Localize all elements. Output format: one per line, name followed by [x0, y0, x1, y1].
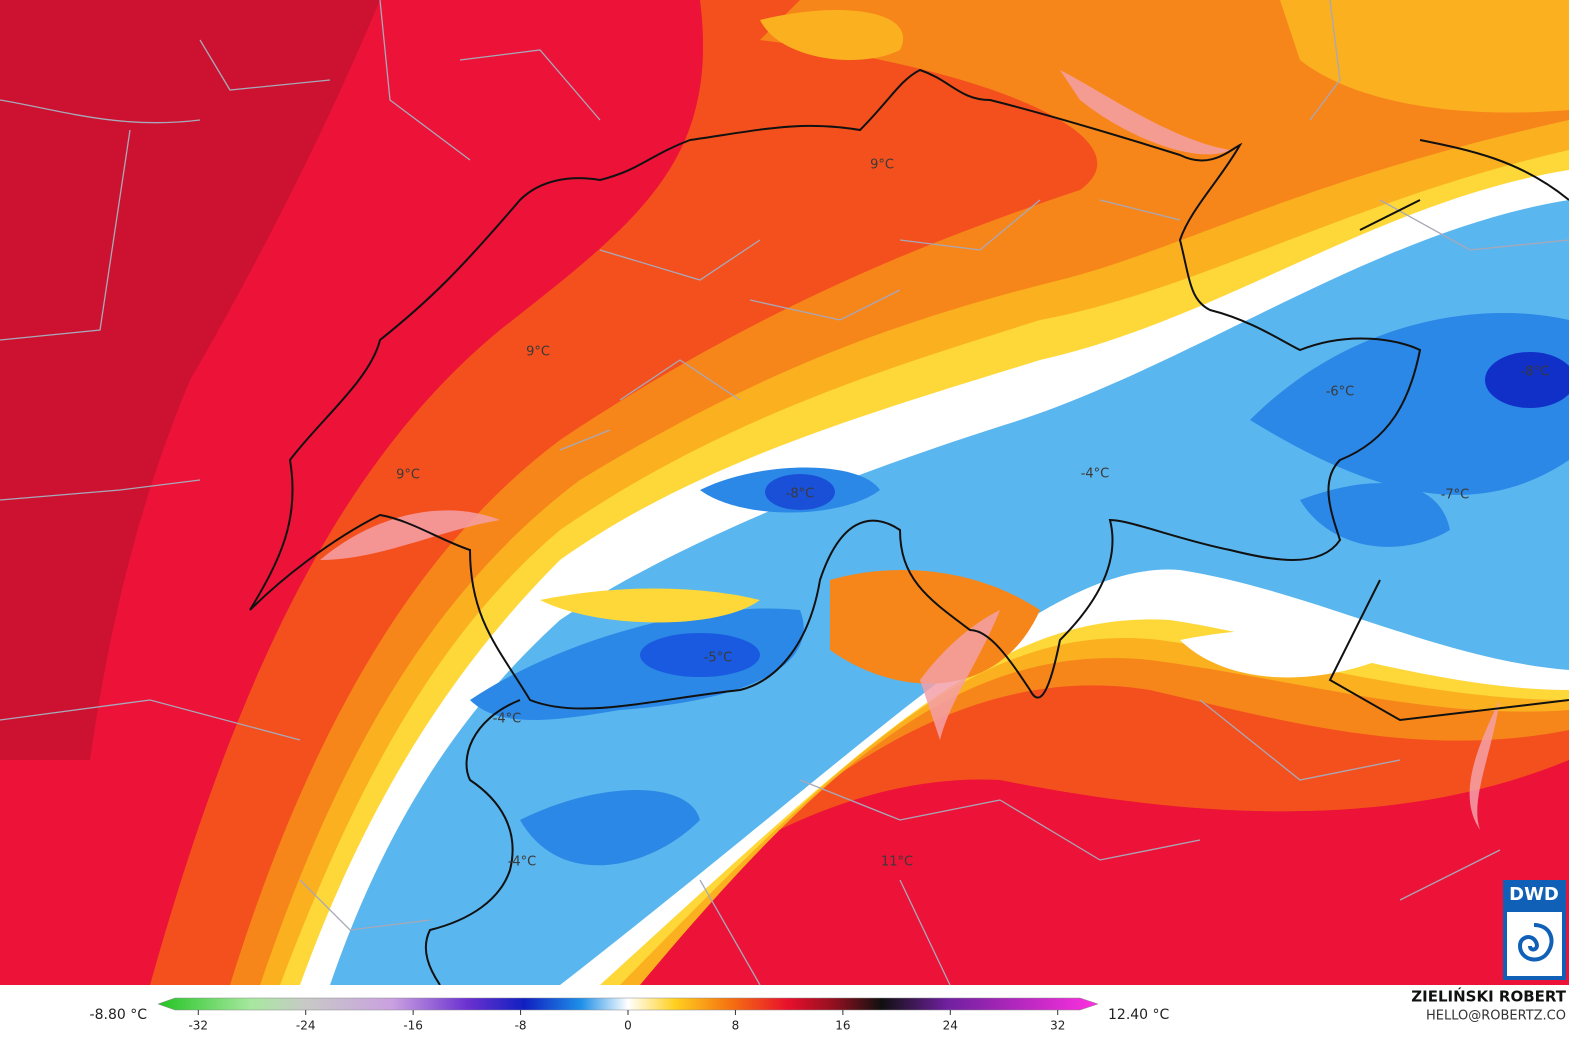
author: ZIELIŃSKI ROBERT: [1411, 987, 1566, 1006]
max-label: 12.40 °C: [1108, 1007, 1170, 1023]
colorbar-tick-label: 32: [1050, 1019, 1065, 1033]
temperature-label: -4°C: [1081, 467, 1110, 482]
map-zone: [540, 588, 760, 623]
colorbar-tick-label: -8: [515, 1019, 527, 1033]
temperature-label: -4°C: [508, 855, 537, 870]
temperature-label: -6°C: [1326, 385, 1355, 400]
colorbar-tick-label: -16: [403, 1019, 423, 1033]
temperature-label: 9°C: [396, 468, 420, 483]
map-zone: [1180, 629, 1380, 678]
country-border: [249, 68, 1422, 710]
colorbar-tick-label: 8: [732, 1019, 740, 1033]
contact: HELLO@ROBERTZ.CO: [1426, 1009, 1566, 1024]
temperature-label: 9°C: [870, 158, 894, 173]
colorbar-tick-label: 0: [624, 1019, 632, 1033]
temperature-label: 9°C: [526, 345, 550, 360]
logo-swirl: [1517, 923, 1554, 962]
map-zone: [765, 474, 835, 510]
map-zone: [0, 0, 380, 760]
colorbar-tick-label: 24: [943, 1019, 958, 1033]
colorbar-tick-label: -24: [296, 1019, 316, 1033]
logo-panel: [1507, 912, 1562, 976]
map-zone: [640, 633, 760, 677]
colorbar-bar: [157, 997, 1099, 1011]
border-line: [0, 0, 1569, 985]
temperature-label: -8°C: [1521, 365, 1550, 380]
colorbar-tick-label: 16: [835, 1019, 850, 1033]
colorbar: -8.80 °C 12.40 °C -32 -24 -16 -8 0 8 16 24 32: [90, 997, 1170, 1033]
map-zone: [470, 313, 1569, 866]
country-border: [424, 139, 1569, 985]
map: 9°C 9°C 9°C -8°C -8°C -6°C -4°C -7°C -5°…: [0, 0, 1569, 985]
temperature-label: -5°C: [704, 651, 733, 666]
min-label: -8.80 °C: [90, 1007, 148, 1023]
map-zone: [1485, 352, 1569, 408]
map-zone: [760, 0, 1569, 113]
logo-text: DWD: [1509, 884, 1559, 905]
temperature-label: -7°C: [1441, 488, 1470, 503]
map-zone: [830, 570, 1040, 684]
temperature-label: -4°C: [493, 712, 522, 727]
temperature-label: 11°C: [881, 855, 913, 870]
colorbar-tick-label: -32: [188, 1019, 208, 1033]
temperature-label: -8°C: [786, 487, 815, 502]
